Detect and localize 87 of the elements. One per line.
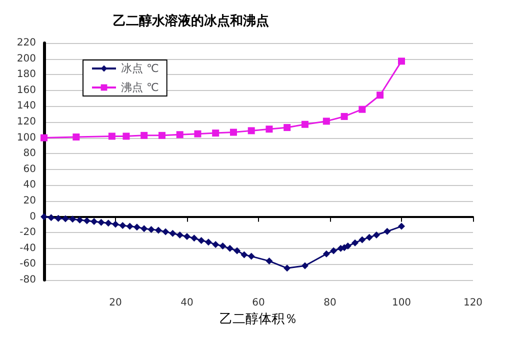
point: [330, 247, 338, 254]
point: [384, 228, 391, 235]
point: [108, 132, 116, 140]
y-tick-label: -40: [20, 242, 36, 254]
point: [352, 239, 359, 246]
point: [176, 231, 184, 238]
point: [126, 222, 134, 230]
point: [398, 222, 405, 230]
point: [301, 120, 308, 128]
chart-title: 乙二醇水溶液的冰点和沸点: [113, 13, 269, 29]
point: [48, 214, 55, 222]
point: [212, 130, 220, 137]
point: [72, 134, 80, 141]
point: [340, 112, 348, 120]
y-tick-label: 20: [23, 196, 36, 206]
point: [176, 131, 184, 138]
point: [140, 132, 148, 139]
x-axis-title: 乙二醇体积％: [220, 312, 298, 327]
point: [376, 92, 384, 99]
point: [266, 126, 273, 133]
point: [358, 106, 366, 113]
point: [230, 128, 237, 136]
point: [322, 250, 330, 258]
point: [90, 218, 98, 226]
point: [119, 222, 126, 229]
point: [344, 242, 352, 250]
point: [194, 130, 202, 138]
point: [184, 233, 190, 240]
legend-label: 冰点 ℃: [121, 62, 159, 75]
x-tick-label: 120: [463, 298, 483, 308]
x-tick-label: 100: [392, 298, 412, 308]
legend-label: 沸点 ℃: [121, 81, 159, 94]
point: [76, 216, 84, 224]
point: [69, 216, 76, 223]
y-tick-label: -60: [20, 258, 36, 270]
x-tick-label: 80: [324, 298, 336, 308]
point: [284, 264, 291, 272]
y-tick-label: 40: [23, 180, 36, 191]
point: [398, 58, 405, 65]
point: [83, 217, 90, 224]
point: [54, 214, 62, 222]
y-tick-label: 140: [16, 100, 36, 112]
point: [248, 252, 255, 260]
y-tick-label: 200: [16, 53, 36, 64]
point: [190, 234, 198, 242]
point: [40, 213, 48, 220]
y-tick-label: 160: [16, 84, 36, 96]
point: [169, 230, 176, 237]
point: [112, 220, 119, 228]
point: [158, 132, 166, 139]
point: [358, 236, 366, 244]
point: [62, 215, 69, 222]
point: [234, 247, 241, 254]
point: [198, 237, 205, 244]
point: [140, 225, 148, 232]
point: [248, 127, 255, 134]
point: [154, 226, 162, 234]
point: [133, 224, 140, 231]
y-tick-label: -20: [20, 227, 36, 238]
y-tick-label: 120: [16, 116, 36, 128]
point: [226, 244, 234, 252]
x-tick-label: 20: [109, 298, 122, 308]
point: [148, 226, 155, 233]
point: [240, 251, 248, 258]
y-tick-label: -80: [20, 274, 36, 286]
point: [204, 238, 212, 246]
point: [372, 231, 380, 238]
y-tick-label: 220: [16, 38, 36, 48]
point: [301, 262, 308, 270]
point: [122, 132, 130, 140]
y-tick-label: 60: [23, 164, 36, 175]
point: [212, 240, 220, 248]
point: [322, 118, 330, 125]
point: [219, 242, 226, 250]
point: [40, 134, 48, 142]
point: [162, 228, 170, 236]
point: [104, 220, 112, 227]
y-tick-label: 100: [16, 132, 36, 144]
point: [284, 124, 291, 132]
x-tick-label: 40: [180, 298, 194, 308]
point: [366, 234, 373, 241]
y-tick-label: 80: [23, 148, 36, 160]
x-tick-label: 60: [252, 298, 265, 308]
point: [98, 218, 105, 226]
point: [266, 258, 273, 265]
y-tick-label: 0: [30, 211, 36, 222]
y-tick-label: 180: [16, 69, 36, 80]
